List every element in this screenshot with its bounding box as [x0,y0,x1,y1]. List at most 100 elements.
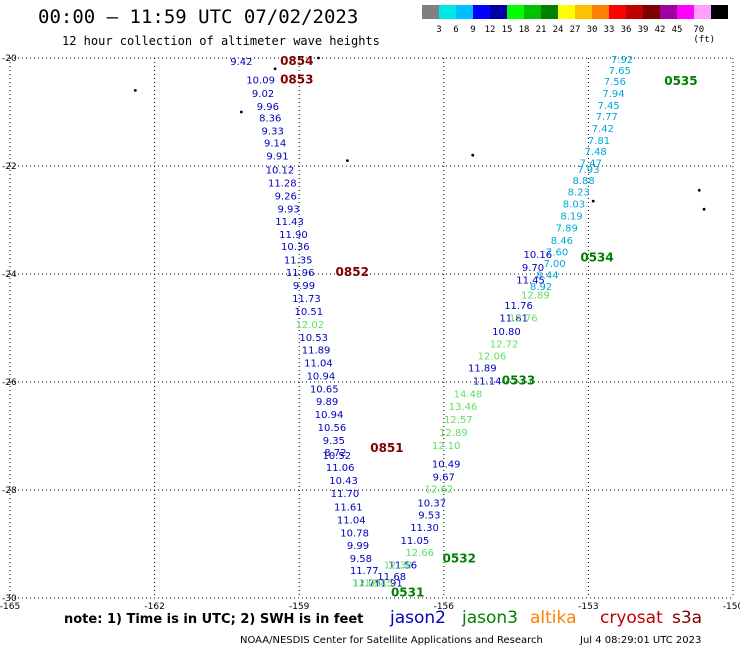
swh-point-jason2: 9.26 [275,191,297,202]
swh-point-jason2: 9.99 [347,541,369,552]
time-label: 0852 [336,265,369,279]
swh-point-jason2: 10.37 [417,499,446,510]
colorbar-label: 45 [671,25,683,35]
swh-point-jason2: 10.80 [492,327,521,338]
y-tick-label: -24 [2,270,17,280]
swh-point-jason3-cyan: 7.77 [596,112,618,123]
swh-point-jason2: 11.30 [410,523,439,534]
swh-point-jason3-cyan: 8.44 [536,270,558,281]
swh-point-jason3: 12.45 [364,579,393,590]
swh-point-jason2: 9.02 [252,89,274,100]
time-label: 0853 [280,72,313,86]
swh-point-jason3-cyan: 7.56 [604,77,626,88]
island-marker [591,199,595,203]
colorbar-label: 3 [436,25,442,35]
swh-point-jason2: 11.89 [302,345,331,356]
swh-point-jason3-cyan: 7.60 [546,248,568,259]
y-tick-label: -22 [2,162,17,172]
colorbar-swatch [507,5,524,19]
swh-point-jason2: 10.49 [432,459,461,470]
swh-point-jason3-cyan: 7.48 [584,147,606,158]
swh-point-jason3-cyan: 7.92 [611,55,633,66]
swh-point-jason2: 11.91 [374,579,403,590]
colorbar-label: 9 [470,25,476,35]
swh-point-jason2: 11.35 [284,256,313,267]
colorbar-label: 24 [552,25,564,35]
x-tick-label: -153 [578,602,598,612]
swh-point-jason2: 10.12 [266,166,295,177]
swh-point-jason2: 10.94 [307,371,336,382]
swh-point-jason2: 10.56 [318,423,347,434]
swh-point-jason2: 9.42 [230,57,252,68]
chart-title: 00:00 — 11:59 UTC 07/02/2023 [38,6,359,28]
colorbar-label: 18 [518,25,530,35]
colorbar-label: 42 [654,25,666,35]
swh-point-jason3: 12.38 [384,560,413,571]
x-tick-label: -159 [289,602,310,612]
island-marker [273,67,277,71]
swh-point-jason3-cyan: 7.94 [602,89,624,100]
island-marker [317,56,320,60]
colorbar-swatch [592,5,609,19]
swh-point-jason2: 11.06 [326,463,355,474]
swh-point-jason3: 12.06 [478,351,507,362]
swh-point-jason2: 11.14 [473,377,502,388]
y-tick-label: -26 [2,378,17,388]
colorbar-swatch [643,5,660,19]
colorbar-label: 15 [501,25,513,35]
island-marker [239,110,243,114]
swh-point-jason2: 9.70 [522,263,544,274]
swh-point-jason3-cyan: 8.46 [551,236,573,247]
legend-jason2: jason2 [390,608,446,628]
swh-point-jason2: 11.43 [275,217,304,228]
swh-point-jason2: 9.33 [262,127,284,138]
island-marker [346,159,349,163]
swh-point-jason2: 11.81 [499,314,528,325]
colorbar-swatch [473,5,490,19]
colorbar-swatch [609,5,626,19]
colorbar-label: 30 [586,25,598,35]
swh-point-jason3: 12.57 [444,415,473,426]
colorbar-swatch [711,5,728,19]
colorbar-swatch [677,5,694,19]
time-label: 0854 [280,54,313,68]
colorbar-swatch [626,5,643,19]
x-tick-label: -162 [144,602,164,612]
swh-point-jason3-cyan: 7.93 [577,165,599,176]
swh-point-jason2: 11.77 [350,566,379,577]
credit-date: Jul 4 08:29:01 UTC 2023 [580,635,702,646]
swh-point-jason2: 9.53 [418,511,440,522]
swh-point-jason2: 11.45 [516,276,545,287]
swh-point-jason3-cyan: 7.81 [588,136,610,147]
time-label: 0535 [664,74,697,88]
colorbar-swatch [694,5,711,19]
swh-point-jason2: 9.99 [293,281,315,292]
colorbar-label: 12 [484,25,496,35]
swh-point-jason3-cyan: 7.47 [580,159,602,170]
x-tick-label: -165 [0,602,20,612]
swh-point-jason3: 14.48 [454,390,483,401]
swh-point-jason2: 9.89 [316,397,338,408]
swh-point-jason2: 11.76 [504,301,533,312]
swh-point-jason3-cyan: 8.92 [530,282,552,293]
swh-point-jason2: 10.09 [246,75,275,86]
units-note: note: 1) Time is in UTC; 2) SWH is in fe… [64,612,364,627]
colorbar-label: 33 [603,25,615,35]
swh-point-jason2: 8.36 [259,114,281,125]
colorbar-label: 70 (ft) [693,25,716,45]
credit-text: NOAA/NESDIS Center for Satellite Applica… [240,635,543,646]
colorbar-swatch [558,5,575,19]
swh-point-jason2: 11.05 [401,536,430,547]
swh-point-jason2: 9.14 [264,139,286,150]
swh-point-jason2: 10.16 [523,250,552,261]
swh-point-jason2: 9.35 [323,436,345,447]
time-label: 0534 [580,251,613,265]
swh-point-jason2: 11.73 [292,294,321,305]
swh-point-jason2: 10.52 [322,451,351,462]
time-label: 0531 [391,585,424,599]
y-tick-label: -30 [2,594,17,604]
swh-point-jason3: 12.76 [509,314,538,325]
swh-point-jason2: 10.94 [315,410,344,421]
swh-point-jason2: 9.58 [350,554,372,565]
swh-point-jason2: 8.72 [324,448,346,459]
